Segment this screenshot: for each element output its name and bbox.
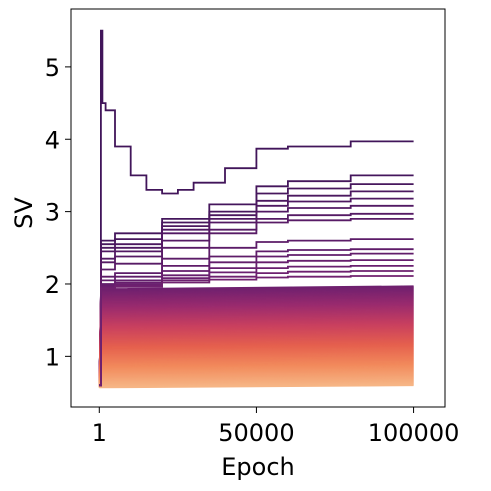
x-tick-label-1: 50000	[218, 419, 294, 447]
y-tick-label-3: 4	[45, 126, 60, 154]
series-line-band-184	[99, 384, 414, 389]
series-line-top-5	[99, 204, 414, 387]
series-line-top-10	[99, 252, 414, 387]
x-axis-ticks: 1 50000 100000	[92, 407, 460, 447]
x-tick-label-0: 1	[92, 419, 107, 447]
y-axis-title: SV	[10, 197, 38, 229]
y-axis-ticks: 1 2 3 4 5	[45, 54, 71, 371]
plot-lines	[98, 29, 414, 389]
y-tick-label-4: 5	[45, 54, 60, 82]
x-tick-label-2: 100000	[368, 419, 460, 447]
y-tick-label-1: 2	[45, 271, 60, 299]
plot-frame	[70, 8, 446, 408]
series-line-top-14	[99, 275, 414, 387]
series-line-top-7	[99, 218, 414, 387]
series-line-top-0	[99, 29, 414, 387]
x-axis-title: Epoch	[221, 453, 295, 481]
series-line-top-9	[99, 248, 414, 387]
series-line-top-8	[99, 238, 414, 387]
y-tick-label-0: 1	[45, 343, 60, 371]
y-tick-label-2: 3	[45, 199, 60, 227]
